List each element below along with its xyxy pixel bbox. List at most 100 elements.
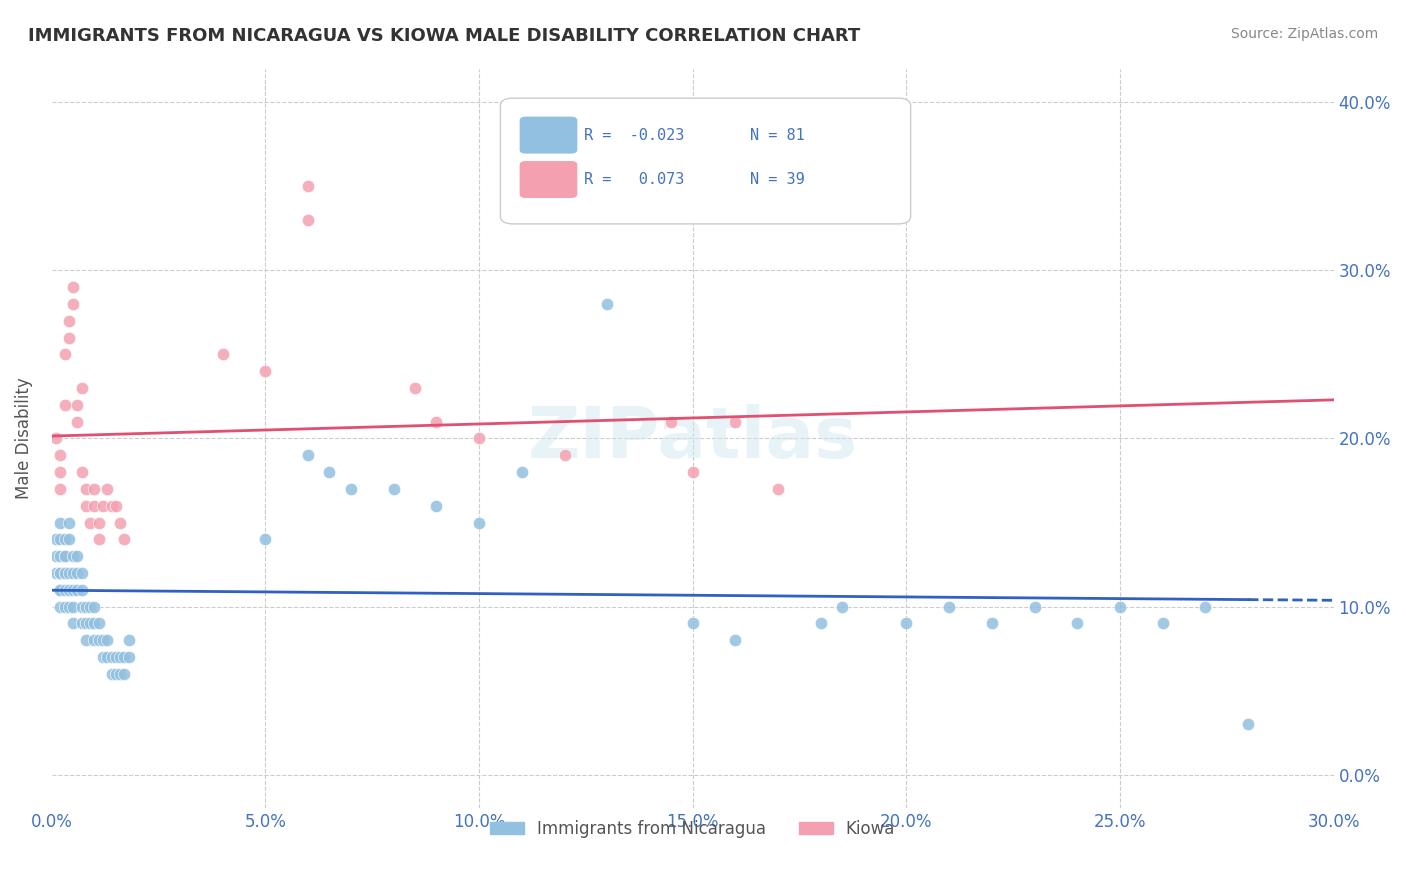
Point: [66, 549, 89, 564]
Point: [66, 415, 89, 429]
Text: R =   0.073: R = 0.073: [583, 172, 685, 187]
FancyBboxPatch shape: [501, 98, 911, 224]
Point: [53, 566, 76, 580]
Point: [87, 633, 110, 648]
Point: [49, 516, 72, 530]
Point: [53, 599, 76, 614]
Point: [58, 314, 80, 328]
Point: [49, 448, 72, 462]
Point: [75, 633, 97, 648]
Point: [404, 381, 426, 395]
Point: [45, 432, 67, 446]
Point: [425, 499, 447, 513]
Point: [70, 582, 93, 597]
Point: [596, 297, 619, 311]
Point: [382, 482, 405, 496]
FancyBboxPatch shape: [520, 117, 578, 153]
Point: [96, 633, 118, 648]
Point: [297, 448, 319, 462]
Point: [49, 465, 72, 479]
Point: [724, 415, 747, 429]
Point: [75, 482, 97, 496]
Point: [112, 667, 135, 681]
Point: [58, 516, 80, 530]
Point: [62, 599, 84, 614]
Point: [49, 599, 72, 614]
Point: [45, 549, 67, 564]
Point: [49, 566, 72, 580]
Y-axis label: Male Disability: Male Disability: [15, 377, 32, 500]
Point: [112, 650, 135, 665]
Point: [297, 179, 319, 194]
Point: [83, 499, 105, 513]
Point: [340, 482, 363, 496]
Point: [112, 533, 135, 547]
Point: [62, 280, 84, 294]
Point: [87, 616, 110, 631]
Point: [100, 499, 122, 513]
Point: [831, 599, 853, 614]
Point: [49, 482, 72, 496]
Point: [108, 667, 131, 681]
Text: ZIPatlas: ZIPatlas: [527, 404, 858, 473]
Point: [425, 415, 447, 429]
Point: [45, 566, 67, 580]
Point: [254, 533, 277, 547]
Point: [53, 398, 76, 412]
Point: [100, 667, 122, 681]
Point: [62, 566, 84, 580]
Point: [510, 465, 533, 479]
Point: [79, 616, 101, 631]
Point: [75, 499, 97, 513]
Point: [58, 599, 80, 614]
Text: N = 39: N = 39: [751, 172, 806, 187]
Point: [49, 549, 72, 564]
Point: [1152, 616, 1174, 631]
Point: [70, 381, 93, 395]
Point: [118, 633, 141, 648]
Point: [49, 582, 72, 597]
Point: [682, 616, 704, 631]
Point: [66, 582, 89, 597]
Point: [211, 347, 233, 361]
Legend: Immigrants from Nicaragua, Kiowa: Immigrants from Nicaragua, Kiowa: [484, 814, 901, 845]
Point: [104, 499, 127, 513]
Point: [766, 482, 789, 496]
Point: [58, 566, 80, 580]
Point: [104, 650, 127, 665]
Point: [87, 516, 110, 530]
FancyBboxPatch shape: [520, 161, 578, 198]
Point: [553, 448, 575, 462]
Point: [49, 533, 72, 547]
Point: [1194, 599, 1216, 614]
Point: [53, 549, 76, 564]
Point: [49, 566, 72, 580]
Point: [108, 516, 131, 530]
Point: [58, 330, 80, 344]
Text: Source: ZipAtlas.com: Source: ZipAtlas.com: [1230, 27, 1378, 41]
Point: [938, 599, 960, 614]
Point: [75, 616, 97, 631]
Point: [62, 549, 84, 564]
Text: N = 81: N = 81: [751, 128, 806, 143]
Point: [70, 465, 93, 479]
Point: [108, 650, 131, 665]
Point: [100, 650, 122, 665]
Point: [83, 599, 105, 614]
Point: [66, 566, 89, 580]
Point: [70, 566, 93, 580]
Point: [104, 667, 127, 681]
Text: R =  -0.023: R = -0.023: [583, 128, 685, 143]
Point: [62, 582, 84, 597]
Point: [810, 616, 832, 631]
Point: [724, 633, 747, 648]
Point: [58, 582, 80, 597]
Point: [896, 616, 918, 631]
Point: [87, 533, 110, 547]
Point: [318, 465, 340, 479]
Point: [62, 297, 84, 311]
Point: [79, 516, 101, 530]
Point: [1024, 599, 1046, 614]
Point: [70, 599, 93, 614]
Point: [254, 364, 277, 378]
